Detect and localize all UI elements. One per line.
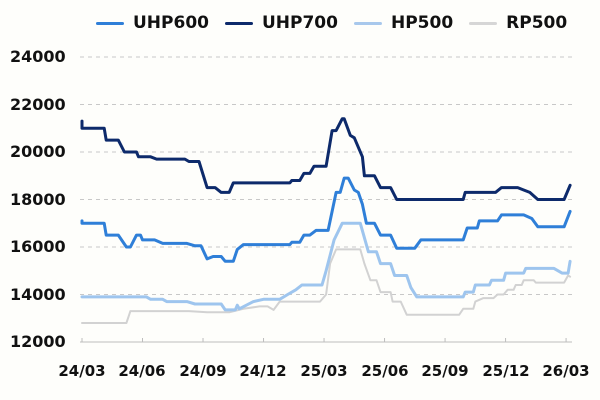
legend-label-hp500: HP500 xyxy=(390,13,454,33)
legend-item-rp500: RP500 xyxy=(469,13,567,33)
y-tick-label: 14000 xyxy=(10,285,66,304)
chart-legend: UHP600 UHP700 HP500 RP500 xyxy=(96,13,583,33)
x-tick-label: 25/09 xyxy=(421,362,469,380)
legend-item-uhp700: UHP700 xyxy=(224,13,338,33)
legend-swatch-hp500 xyxy=(353,21,382,25)
series-line-uhp600 xyxy=(80,176,572,263)
y-tick-label: 18000 xyxy=(10,190,66,209)
x-tick-label: 25/06 xyxy=(361,362,409,380)
gridlines xyxy=(80,56,572,295)
y-tick-label: 24000 xyxy=(10,47,66,66)
x-tick-label: 25/12 xyxy=(482,362,530,380)
legend-item-hp500: HP500 xyxy=(353,13,454,33)
x-tick-label: 24/03 xyxy=(58,362,106,380)
data-series xyxy=(80,117,572,324)
series-line-uhp700 xyxy=(80,117,572,201)
x-tick-label: 24/09 xyxy=(179,362,227,380)
legend-label-rp500: RP500 xyxy=(506,13,568,33)
legend-label-uhp600: UHP600 xyxy=(133,13,209,33)
y-tick-label: 12000 xyxy=(10,332,66,351)
legend-swatch-uhp700 xyxy=(224,21,253,25)
x-tick-label: 26/03 xyxy=(542,362,590,380)
y-tick-label: 16000 xyxy=(10,237,66,256)
y-tick-label: 20000 xyxy=(10,142,66,161)
legend-swatch-uhp600 xyxy=(96,21,124,25)
x-axis-line xyxy=(80,338,572,343)
legend-item-uhp600: UHP600 xyxy=(96,13,209,33)
legend-swatch-rp500 xyxy=(469,21,498,25)
series-line-hp500 xyxy=(80,221,572,312)
x-tick-label: 25/03 xyxy=(300,362,348,380)
x-tick-label: 24/12 xyxy=(239,362,287,380)
y-tick-label: 22000 xyxy=(10,95,66,114)
x-tick-label: 24/06 xyxy=(118,362,166,380)
series-line-rp500 xyxy=(81,248,572,324)
legend-label-uhp700: UHP700 xyxy=(261,13,338,33)
